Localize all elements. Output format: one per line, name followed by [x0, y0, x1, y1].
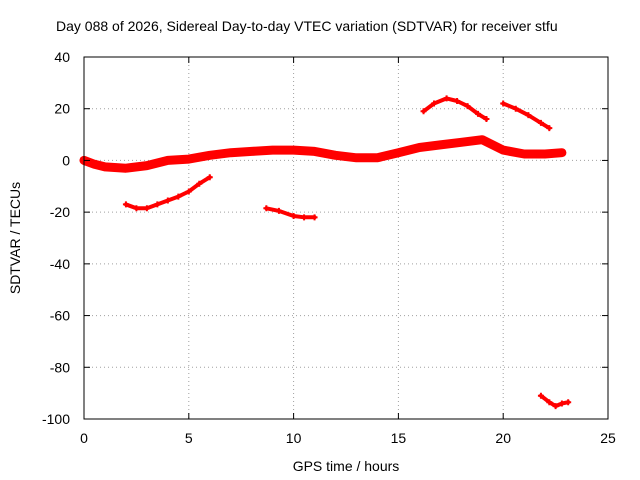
data-point	[101, 163, 108, 170]
y-tick-label: 20	[54, 101, 70, 117]
data-point	[416, 144, 423, 151]
data-point	[122, 165, 129, 172]
data-point	[164, 197, 171, 204]
y-tick-label: -20	[50, 204, 70, 220]
data-point	[558, 400, 565, 407]
data-point	[458, 139, 465, 146]
data-point	[248, 148, 255, 155]
data-point	[542, 150, 549, 157]
data-point	[552, 403, 559, 410]
data-point	[454, 97, 461, 104]
data-point	[525, 112, 532, 119]
data-point	[500, 100, 507, 107]
y-axis-label: SDTVAR / TECUs	[7, 182, 23, 294]
x-tick-label: 0	[80, 430, 88, 446]
data-point	[175, 193, 182, 200]
data-point	[521, 150, 528, 157]
data-point	[133, 205, 140, 212]
data-point	[475, 110, 482, 117]
data-point	[185, 188, 192, 195]
data-point	[479, 136, 486, 143]
data-point	[437, 141, 444, 148]
data-point	[546, 125, 553, 132]
chart-title: Day 088 of 2026, Sidereal Day-to-day VTE…	[56, 18, 558, 34]
data-point	[143, 162, 150, 169]
data-point	[537, 392, 544, 399]
data-point	[537, 119, 544, 126]
data-point	[565, 399, 572, 406]
data-point	[185, 156, 192, 163]
data-point	[431, 100, 438, 107]
data-point	[311, 214, 318, 221]
plot-frame	[83, 56, 609, 420]
data-point	[154, 201, 161, 208]
data-point	[227, 149, 234, 156]
data-point	[546, 399, 553, 406]
data-point	[332, 152, 339, 159]
data-point	[290, 147, 297, 154]
data-point	[206, 152, 213, 159]
x-tick-label: 5	[185, 430, 193, 446]
ticks: 0 5 10 15 20 25 -100 -80 -60 -40 -20 0 20 40	[42, 49, 616, 446]
series-arc-morning	[123, 175, 212, 211]
y-tick-label: 40	[54, 49, 70, 65]
data-point	[500, 147, 507, 154]
grid	[84, 57, 608, 419]
x-axis-label: GPS time / hours	[293, 458, 400, 474]
data-point	[464, 103, 471, 110]
data-point	[353, 154, 360, 161]
series-main-band	[79, 135, 567, 173]
y-tick-label: -80	[50, 359, 70, 375]
data-point	[91, 161, 98, 168]
data-point	[196, 180, 203, 187]
y-tick-label: 0	[62, 152, 70, 168]
y-tick-label: -60	[50, 308, 70, 324]
data-point	[143, 205, 150, 212]
series-arc-dip	[538, 393, 571, 409]
x-tick-label: 20	[495, 430, 511, 446]
data-point	[483, 116, 490, 123]
data-point	[263, 205, 270, 212]
data-point	[311, 148, 318, 155]
series-group	[79, 95, 572, 410]
data-point	[206, 174, 213, 181]
data-point	[275, 207, 282, 214]
series-arc-midday	[264, 206, 317, 220]
data-point	[374, 154, 381, 161]
x-tick-label: 10	[286, 430, 302, 446]
data-point	[512, 105, 519, 112]
y-tick-label: -40	[50, 256, 70, 272]
y-tick-label: -100	[42, 411, 70, 427]
data-point	[443, 95, 450, 102]
data-point	[395, 149, 402, 156]
data-point	[269, 147, 276, 154]
data-point	[290, 213, 297, 220]
data-point	[122, 201, 129, 208]
data-point	[301, 214, 308, 221]
data-point	[558, 149, 565, 156]
data-point	[420, 108, 427, 115]
data-point	[164, 157, 171, 164]
x-tick-label: 25	[600, 430, 616, 446]
x-tick-label: 15	[391, 430, 407, 446]
